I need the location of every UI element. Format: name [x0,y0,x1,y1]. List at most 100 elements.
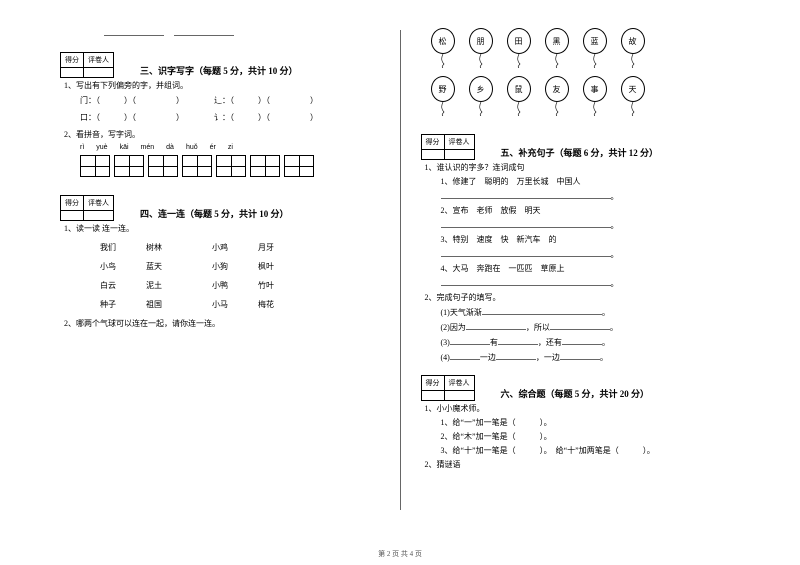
q5-2-c-mid2: ，还有 [538,338,562,347]
score-label: 得分 [421,376,444,391]
exam-page: 得分 评卷人 三、识字写字（每题 5 分，共计 10 分） 1、写出有下列偏旁的… [0,0,800,565]
score-box: 得分 评卷人 [60,52,114,78]
grader-cell [84,68,114,78]
grader-label: 评卷人 [444,135,474,150]
pinyin-2: kāi [120,144,129,151]
match-item: 祖国 [146,299,162,310]
grader-label: 评卷人 [444,376,474,391]
balloon-char: 松 [431,28,455,54]
grader-label: 评卷人 [84,196,114,211]
answer-line [498,336,538,345]
q3-1-row2b: 讠：（ ）（ ） [214,112,318,123]
match-item: 小鸡 [212,242,228,253]
match-item: 竹叶 [258,280,274,291]
char-grid [284,155,314,177]
balloon-tail-icon [552,54,562,68]
q5-1-d: 4、大马 奔跑在 一匹匹 草原上 [441,263,741,274]
match-item: 月牙 [258,242,274,253]
right-column: 松 朋 田 黑 蓝 故 野 乡 鼠 友 事 天 得分 评卷人 [421,20,741,520]
answer-line [482,306,602,315]
balloon-tail-icon [438,102,448,116]
score-label: 得分 [421,135,444,150]
balloon-tail-icon [590,54,600,68]
score-cell [61,211,84,221]
header-blank-1 [104,26,164,36]
two-column-layout: 得分 评卷人 三、识字写字（每题 5 分，共计 10 分） 1、写出有下列偏旁的… [60,20,740,520]
balloon: 松 [431,28,455,68]
balloon: 蓝 [583,28,607,68]
q5-2-c-pre: (3) [441,338,450,347]
q6-2-text: 2、猜谜语 [425,459,741,470]
balloon-char: 朋 [469,28,493,54]
q5-2-text: 2、完成句子的填写。 [425,292,741,303]
balloon: 黑 [545,28,569,68]
answer-line [562,336,602,345]
pinyin-7: zi [228,144,233,151]
match-right-group: 小鸡 小狗 小鸭 小马 月牙 枫叶 竹叶 梅花 [212,242,274,310]
balloon-char: 事 [583,76,607,102]
balloon: 事 [583,76,607,116]
q6-1-c: 3、给“十”加一笔是（ ）。 给“十”加两笔是（ ）。 [441,445,741,456]
answer-line [450,351,480,360]
grader-label: 评卷人 [84,53,114,68]
match-item: 种子 [100,299,116,310]
score-box: 得分 评卷人 [421,375,475,401]
q3-1-row1a: 门：（ ）（ ） [80,95,184,106]
balloon-tail-icon [438,54,448,68]
balloon-char: 蓝 [583,28,607,54]
pinyin-0: rì [80,144,84,151]
char-grid [182,155,212,177]
match-left-group: 我们 小鸟 白云 种子 树林 蓝天 泥土 祖国 [100,242,162,310]
balloon: 鼠 [507,76,531,116]
answer-line [441,190,611,199]
balloon: 天 [621,76,645,116]
score-box: 得分 评卷人 [421,134,475,160]
q5-1-text: 1、谁认识的字多？连词成句 [425,162,741,173]
header-blank-2 [174,26,234,36]
match-item: 我们 [100,242,116,253]
match-item: 白云 [100,280,116,291]
pinyin-5: huǒ [186,144,198,151]
q5-1-a: 1、修建了 聪明的 万里长城 中国人 [441,176,741,187]
q5-2-b-post: ，所以 [526,323,550,332]
q5-2-b-pre: (2)因为 [441,323,466,332]
grader-cell [84,211,114,221]
balloon: 故 [621,28,645,68]
balloon-char: 野 [431,76,455,102]
answer-line [560,351,600,360]
balloon-tail-icon [552,102,562,116]
match-item: 小马 [212,299,228,310]
q6-1-b: 2、给“木”加一笔是（ ）。 [441,431,741,442]
balloon-char: 田 [507,28,531,54]
q5-2-d-mid2: ，一边 [536,353,560,362]
score-cell [421,391,444,401]
balloon: 乡 [469,76,493,116]
match-item: 梅花 [258,299,274,310]
match-item: 小鸟 [100,261,116,272]
answer-line [496,351,536,360]
q6-1-a: 1、给“一”加一笔是（ ）。 [441,417,741,428]
balloon-char: 故 [621,28,645,54]
char-grid-row [80,155,380,177]
q3-1-row2a: 口：（ ）（ ） [80,112,184,123]
score-label: 得分 [61,196,84,211]
q5-2-d-pre: (4) [441,353,450,362]
q5-2-a: (1)天气渐渐 [441,308,482,317]
match-item: 枫叶 [258,261,274,272]
pinyin-row: rì yuè kāi mén dà huǒ ér zi [80,144,380,151]
q4-1-text: 1、读一读 连一连。 [64,223,380,234]
match-item: 蓝天 [146,261,162,272]
char-grid [114,155,144,177]
match-item: 泥土 [146,280,162,291]
balloon-tail-icon [514,102,524,116]
q5-2-d-mid: 一边 [480,353,496,362]
pinyin-1: yuè [96,144,107,151]
char-grid [80,155,110,177]
balloon-char: 黑 [545,28,569,54]
pinyin-4: dà [166,144,174,151]
balloon-tail-icon [628,102,638,116]
balloon-tail-icon [590,102,600,116]
grader-cell [444,150,474,160]
q5-2-c-mid: 有 [490,338,498,347]
char-grid [250,155,280,177]
